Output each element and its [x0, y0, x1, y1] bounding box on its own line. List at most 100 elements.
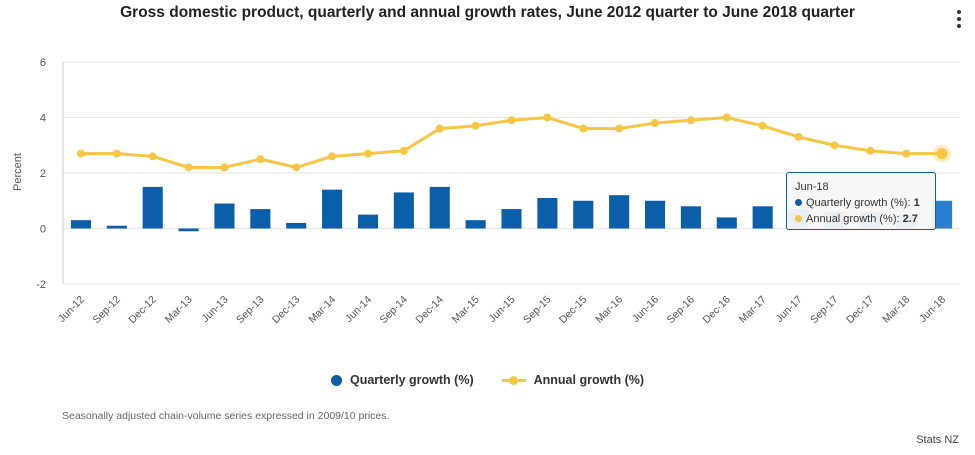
x-tick-label: Sep-17	[808, 294, 841, 327]
x-tick-label: Sep-13	[234, 294, 267, 327]
y-axis-ticks: 6 4 2 0 -2	[36, 57, 46, 291]
x-tick-label: Jun-14	[343, 294, 374, 325]
annual-point-Jun-16	[651, 119, 660, 128]
legend-item-annual[interactable]: Annual growth (%)	[501, 373, 645, 387]
x-tick-label: Dec-14	[413, 294, 446, 327]
bar-Mar-13	[178, 228, 199, 232]
annual-growth-polyline	[80, 116, 943, 169]
tooltip-quarterly-value: 1	[913, 197, 920, 209]
x-tick-label: Mar-16	[593, 294, 625, 326]
x-tick-label: Jun-12	[56, 294, 87, 325]
annual-point-Sep-15	[543, 113, 552, 122]
x-tick-label: Sep-12	[91, 294, 124, 327]
annual-point-Jun-18	[936, 148, 948, 160]
bar-Dec-15	[573, 200, 594, 229]
y-tick-label: 6	[40, 57, 46, 69]
bar-Jun-18	[932, 200, 953, 229]
x-tick-label: Dec-12	[126, 294, 159, 327]
x-tick-label: Mar-18	[880, 294, 912, 326]
tooltip-row-quarterly: Quarterly growth (%): 1	[795, 195, 927, 211]
annual-point-Dec-14	[435, 124, 444, 133]
annual-point-Jun-14	[363, 149, 372, 158]
bar-Jun-15	[501, 209, 522, 229]
x-tick-label: Jun-16	[630, 294, 661, 325]
y-axis-label: Percent	[12, 153, 24, 191]
x-tick-label: Jun-17	[773, 294, 804, 325]
tooltip-annual-value: 2.7	[902, 213, 918, 225]
annual-point-Mar-16	[615, 124, 624, 133]
x-tick-label: Jun-18	[917, 294, 948, 325]
more-vertical-icon[interactable]	[952, 8, 966, 30]
y-tick-label: 4	[40, 113, 46, 125]
annual-point-Dec-17	[866, 146, 875, 155]
bar-Dec-12	[142, 186, 163, 229]
bar-Jun-14	[357, 214, 379, 229]
annual-point-Dec-15	[579, 124, 588, 133]
annual-point-Sep-16	[686, 116, 695, 125]
bar-Mar-17	[752, 206, 773, 229]
tooltip-quarterly-label: Quarterly growth (%):	[806, 197, 914, 209]
annual-point-Jun-12	[76, 149, 85, 158]
x-tick-label: Mar-17	[737, 294, 769, 326]
x-tick-label: Mar-13	[163, 294, 195, 326]
y-tick-label: -2	[36, 279, 46, 291]
tooltip-quarterly-dot	[795, 199, 802, 206]
bar-Mar-14	[322, 189, 343, 229]
bar-Jun-13	[214, 203, 235, 229]
legend-label-annual: Annual growth (%)	[533, 373, 645, 387]
grid-lines	[62, 61, 960, 285]
x-tick-label: Jun-15	[486, 294, 517, 325]
x-tick-label: Dec-16	[700, 294, 733, 327]
x-tick-label: Sep-16	[665, 294, 698, 327]
annual-point-Sep-12	[112, 149, 121, 158]
tooltip-annual-label: Annual growth (%):	[806, 213, 903, 225]
bar-Mar-16	[609, 195, 630, 229]
annual-point-Dec-16	[722, 113, 731, 122]
legend-line-swatch-icon	[501, 375, 526, 386]
annual-point-Mar-18	[902, 149, 911, 158]
tooltip-title: Jun-18	[795, 181, 829, 193]
source-credit: Stats NZ	[916, 434, 959, 446]
annual-growth-line	[76, 113, 952, 172]
annual-point-Dec-12	[148, 152, 157, 161]
annual-point-Mar-14	[328, 152, 337, 161]
bar-Dec-16	[716, 217, 737, 229]
bar-Mar-15	[465, 220, 486, 229]
y-tick-label: 2	[40, 168, 46, 180]
legend: Quarterly growth (%) Annual growth (%)	[0, 373, 975, 387]
chart-title: Gross domestic product, quarterly and an…	[120, 4, 855, 21]
tooltip-annual-dot	[795, 215, 802, 222]
x-tick-label: Dec-17	[844, 294, 877, 327]
x-tick-label: Sep-15	[521, 294, 554, 327]
bar-Jun-12	[70, 220, 91, 229]
y-tick-label: 0	[40, 224, 46, 236]
bar-Sep-12	[106, 225, 127, 229]
annual-point-Sep-17	[830, 141, 839, 150]
x-tick-label: Mar-14	[306, 294, 338, 326]
x-tick-label: Sep-14	[378, 294, 411, 327]
annual-point-Mar-15	[471, 121, 480, 130]
legend-item-quarterly[interactable]: Quarterly growth (%)	[330, 373, 474, 387]
bar-Sep-14	[393, 192, 414, 229]
bar-Dec-14	[429, 186, 450, 229]
tooltip-row-annual: Annual growth (%): 2.7	[795, 211, 927, 227]
chart-note: Seasonally adjusted chain-volume series …	[62, 410, 390, 422]
annual-point-Mar-17	[758, 121, 767, 130]
bar-Dec-13	[286, 222, 307, 229]
annual-point-Mar-13	[184, 163, 193, 172]
annual-point-Jun-13	[220, 163, 229, 172]
bar-Sep-15	[537, 197, 558, 229]
bar-Sep-13	[250, 209, 271, 229]
legend-label-quarterly: Quarterly growth (%)	[349, 373, 474, 387]
annual-point-Sep-13	[256, 155, 265, 164]
annual-point-Sep-14	[399, 146, 408, 155]
x-tick-label: Dec-13	[270, 294, 303, 327]
annual-point-Dec-13	[292, 163, 301, 172]
x-tick-label: Dec-15	[557, 294, 590, 327]
x-tick-label: Jun-13	[199, 294, 230, 325]
tooltip: Jun-18 Quarterly growth (%): 1 Annual gr…	[786, 172, 936, 230]
x-tick-label: Mar-15	[450, 294, 482, 326]
x-axis-ticks: Jun-12 Sep-12 Dec-12 Mar-13 Jun-13 Sep-13 Dec-…	[56, 294, 948, 327]
legend-bar-swatch-icon	[330, 374, 342, 386]
bar-Jun-16	[644, 200, 666, 229]
